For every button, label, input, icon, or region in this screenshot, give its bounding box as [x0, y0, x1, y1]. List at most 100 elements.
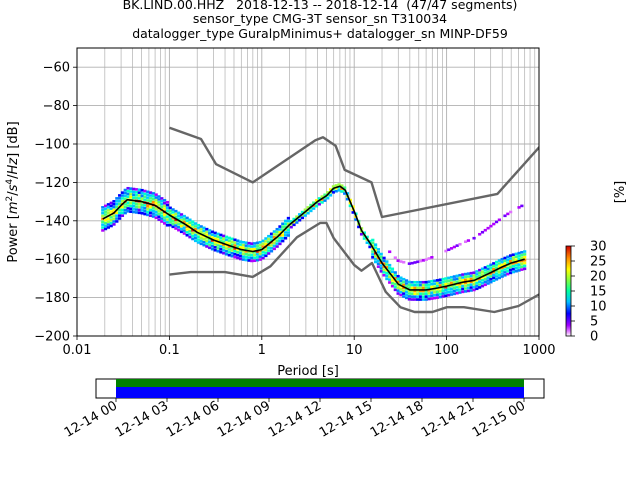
heatmap-cell — [219, 236, 223, 240]
heatmap-cell — [261, 251, 265, 254]
heatmap-cell — [509, 257, 513, 260]
heatmap-cell — [171, 211, 175, 214]
heatmap-cell — [118, 194, 122, 197]
heatmap-cell — [143, 198, 147, 201]
heatmap-cell — [160, 211, 164, 215]
heatmap-cell — [447, 288, 451, 291]
heatmap-cell — [298, 213, 302, 216]
heatmap-cell — [399, 288, 403, 291]
heatmap-cell — [250, 242, 254, 245]
heatmap-cell — [343, 186, 347, 190]
heatmap-cell — [466, 278, 471, 281]
heatmap-cell — [455, 286, 459, 289]
heatmap-cell — [438, 278, 442, 282]
heatmap-cell — [134, 211, 139, 214]
heatmap-cell — [466, 286, 471, 290]
heatmap-cell — [106, 226, 110, 229]
heatmap-cell — [278, 225, 282, 228]
heatmap-cell — [520, 268, 524, 271]
heatmap-cell — [191, 231, 195, 235]
heatmap-cell — [154, 199, 158, 202]
heatmap-cell — [208, 237, 212, 241]
heatmap-cell — [134, 193, 139, 197]
heatmap-cell — [165, 206, 170, 210]
heatmap-cell — [163, 199, 167, 202]
heatmap-cell — [486, 270, 490, 274]
heatmap-cell — [520, 204, 524, 208]
heatmap-cell — [374, 246, 378, 249]
heatmap-cell — [261, 242, 265, 246]
heatmap-cell — [241, 249, 246, 253]
heatmap-cell — [177, 214, 181, 218]
heatmap-cell — [109, 224, 113, 228]
heatmap-cell — [458, 242, 462, 246]
colorbar-tick-label: 15 — [590, 285, 607, 300]
heatmap-cell — [458, 273, 462, 277]
heatmap-cell — [148, 214, 153, 217]
heatmap-cell — [461, 290, 465, 294]
heatmap-cell — [112, 208, 116, 212]
heatmap-cell — [514, 255, 518, 259]
heatmap-cell — [514, 267, 518, 270]
heatmap-cell — [208, 240, 212, 244]
heatmap-cell — [157, 203, 161, 207]
heatmap-cell — [224, 247, 229, 250]
heatmap-cell — [202, 226, 206, 230]
heatmap-cell — [238, 251, 243, 255]
heatmap-cell — [148, 191, 153, 194]
heatmap-cell — [168, 223, 172, 227]
heatmap-cell — [202, 240, 206, 244]
heatmap-cell — [202, 232, 206, 235]
heatmap-cell — [413, 292, 417, 296]
heatmap-cell — [154, 213, 158, 217]
heatmap-cell — [244, 250, 248, 253]
heatmap-cell — [219, 239, 223, 243]
heatmap-cell — [264, 237, 268, 240]
heatmap-cell — [171, 225, 175, 229]
heatmap-cell — [253, 242, 257, 245]
heatmap-cell — [368, 245, 372, 249]
heatmap-cell — [331, 185, 336, 188]
heatmap-cell — [334, 187, 338, 190]
heatmap-cell — [404, 296, 409, 300]
heatmap-cell — [447, 290, 451, 294]
colorbar-gradient — [565, 245, 572, 337]
heatmap-cell — [404, 285, 409, 288]
heatmap-cell — [441, 289, 445, 292]
heatmap-cell — [261, 253, 265, 257]
heatmap-cell — [452, 245, 456, 249]
y-tick-label: −120 — [34, 176, 70, 191]
heatmap-cell — [374, 249, 378, 252]
heatmap-cell — [480, 270, 485, 274]
heatmap-cell — [489, 263, 493, 267]
heatmap-cell — [371, 250, 375, 253]
heatmap-cell — [475, 273, 479, 276]
heatmap-cell — [202, 235, 206, 238]
heatmap-cell — [193, 233, 198, 237]
heatmap-cell — [449, 275, 454, 279]
heatmap-cell — [222, 243, 226, 246]
heatmap-cell — [351, 211, 355, 214]
heatmap-cell — [224, 252, 229, 256]
heatmap-cell — [404, 287, 409, 291]
heatmap-cell — [213, 240, 217, 243]
heatmap-cell — [210, 242, 215, 245]
heatmap-cell — [421, 295, 426, 298]
y-tick-label: −60 — [43, 61, 70, 76]
heatmap-cell — [261, 239, 265, 243]
heatmap-cell — [444, 294, 448, 298]
heatmap-cell — [205, 227, 209, 231]
heatmap-cell — [118, 199, 122, 203]
heatmap-cell — [269, 238, 274, 241]
heatmap-cell — [433, 288, 437, 291]
heatmap-cell — [452, 281, 456, 284]
heatmap-cell — [205, 230, 209, 234]
heatmap-cell — [416, 286, 420, 290]
heatmap-cell — [250, 256, 254, 260]
heatmap-cell — [478, 280, 482, 283]
heatmap-cell — [202, 238, 206, 241]
heatmap-cell — [222, 249, 226, 252]
heatmap-cell — [157, 201, 161, 204]
chart-title-line-3: datalogger_type GuralpMinimus+ datalogge… — [132, 26, 508, 41]
